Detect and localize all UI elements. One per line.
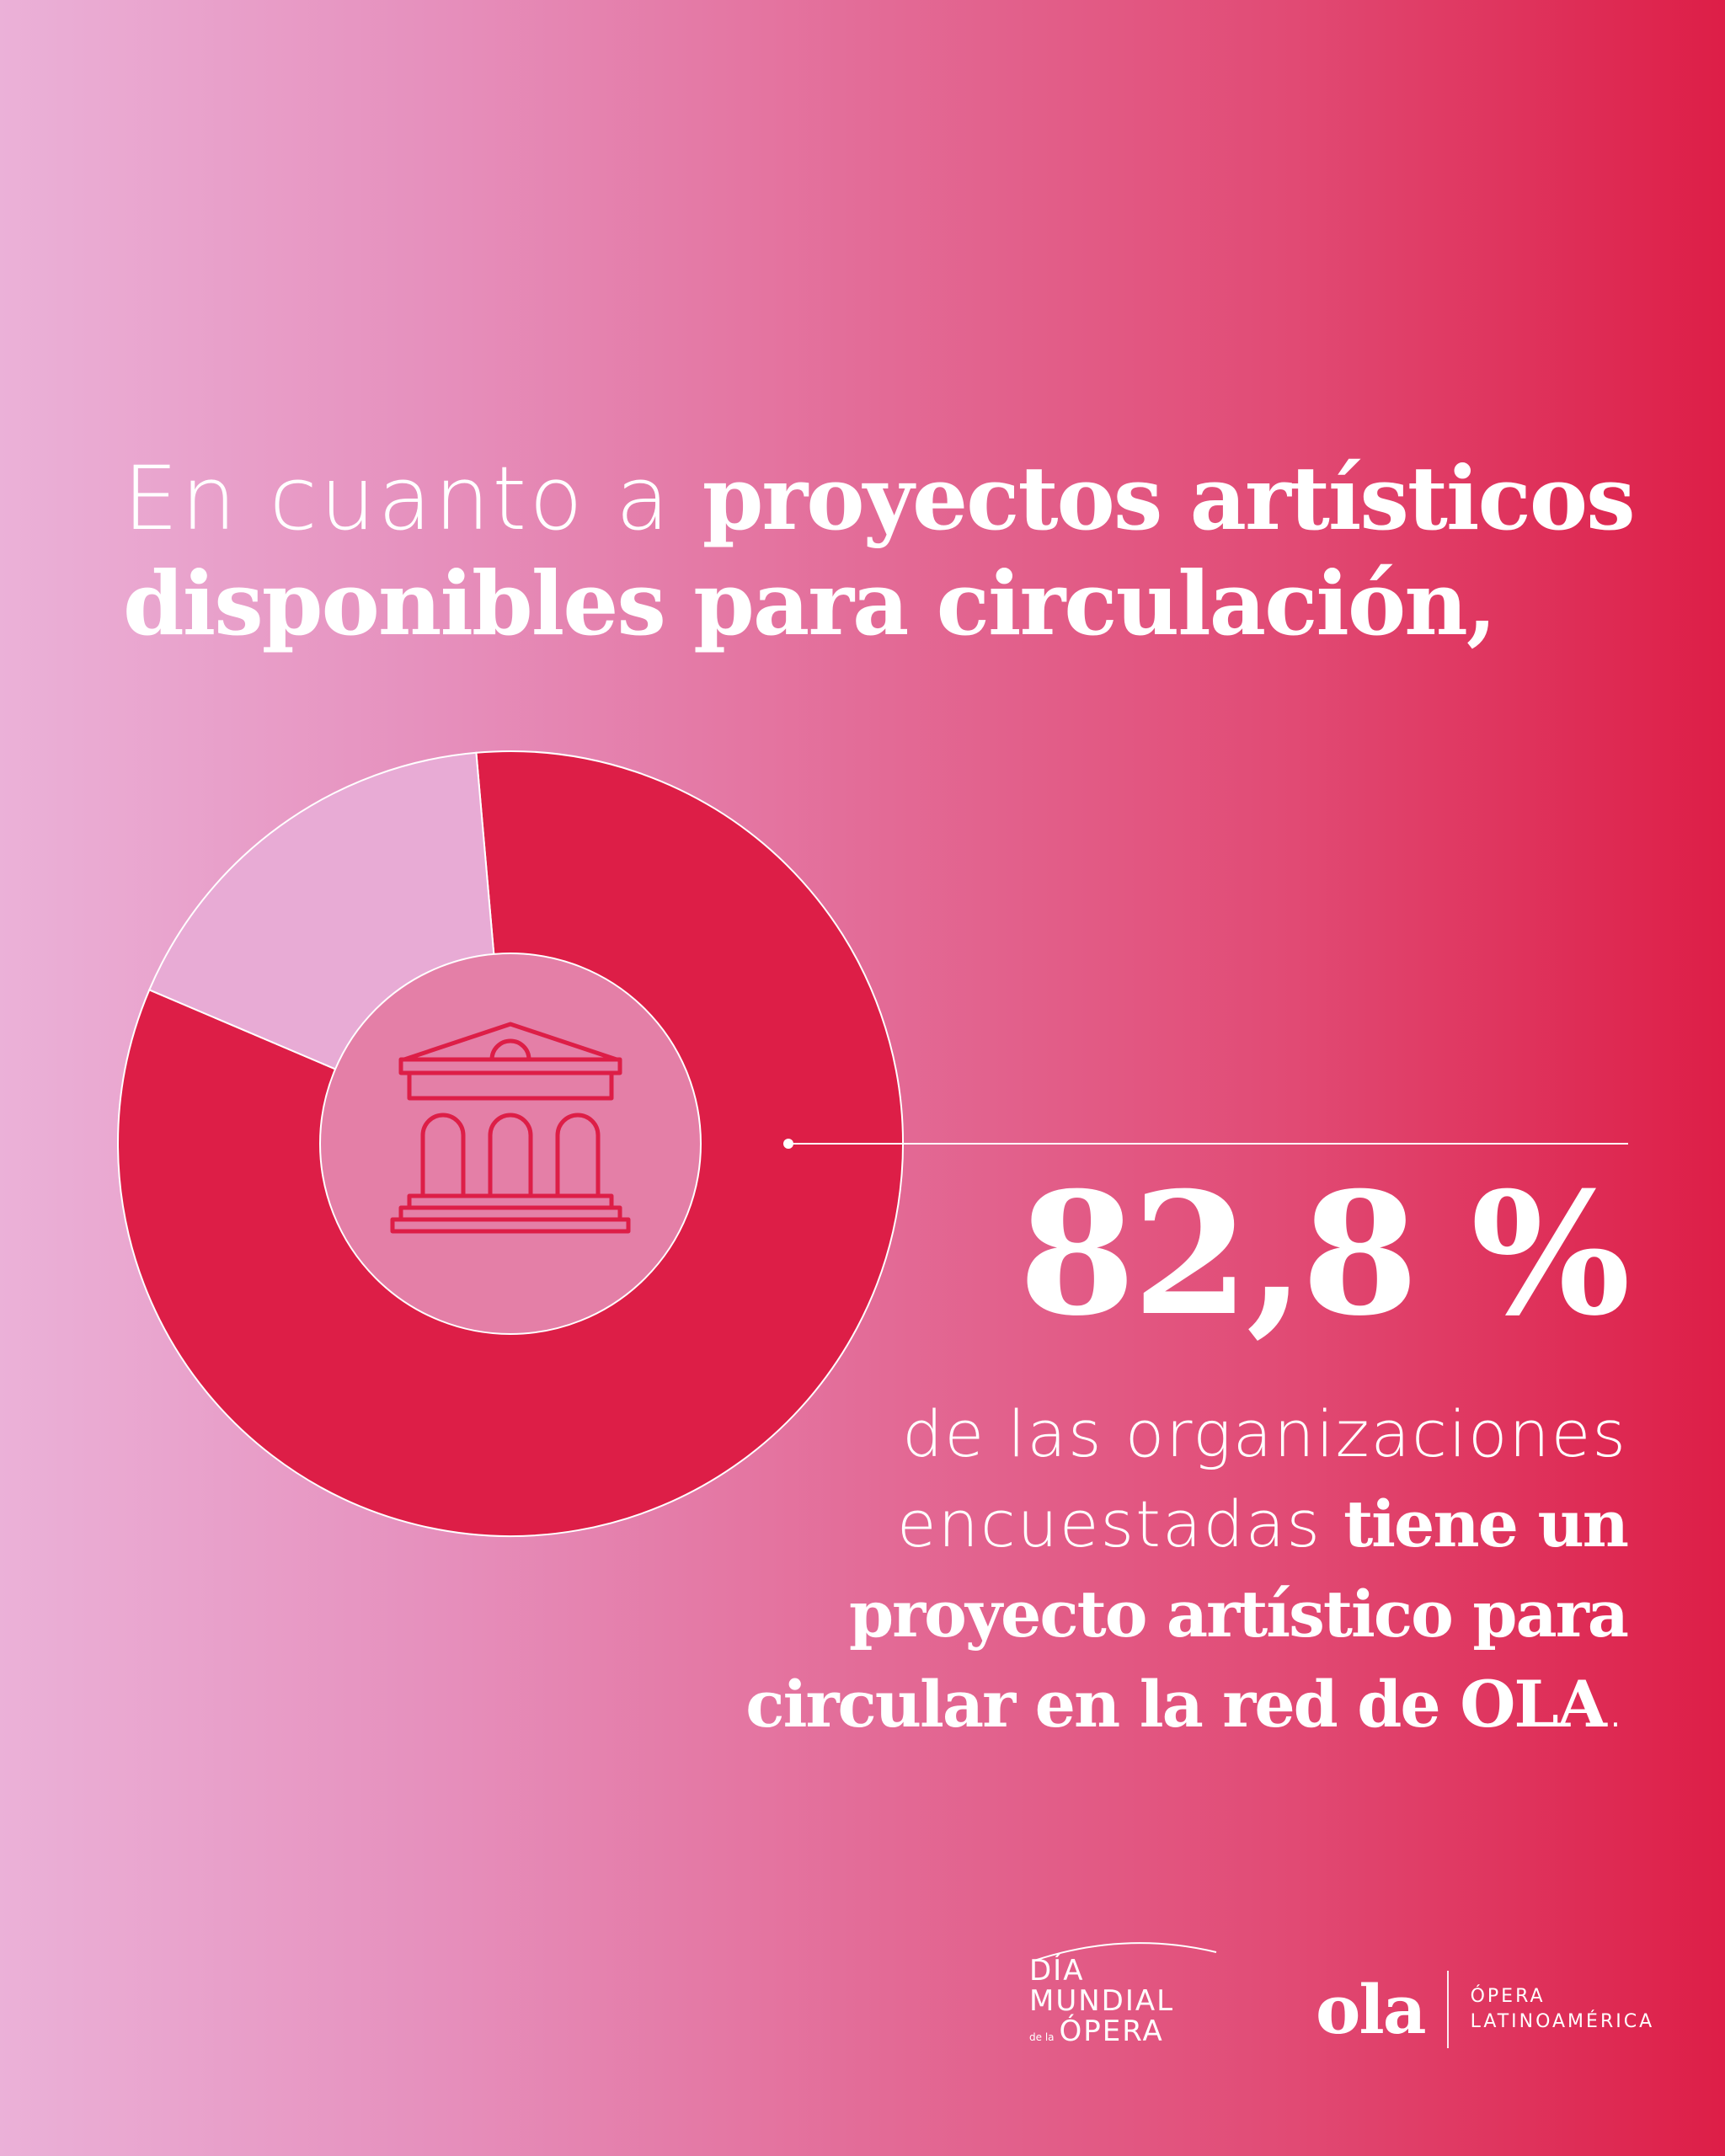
ola-divider [1446,1971,1449,2048]
ola-sub-2: LATINOAMÉRICA [1470,2011,1655,2032]
logo-arc [1033,1942,1217,1961]
dia-line-1: DÍA [1029,1954,1085,1988]
ola-wordmark: ola [1316,1970,1427,2049]
dia-opera: ÓPERA [1059,2015,1164,2048]
dia-mundial-opera-logo: DÍA MUNDIAL de la ÓPERA [1029,1942,1217,2052]
stat-value: 82,8 % [1018,1155,1631,1353]
donut-center [319,953,702,1335]
theater-building-icon [390,1022,631,1234]
stat-desc-end: . [1605,1667,1627,1742]
headline-emphasis: proyectos artísticos disponibles para ci… [123,446,1636,655]
headline: En cuanto a proyectos artísticos disponi… [123,446,1639,657]
dia-line-2: MUNDIAL [1029,1984,1175,2018]
callout-dot [783,1139,793,1149]
stat-description: de las organizaciones encuestadas tiene … [617,1390,1629,1750]
stat-desc-light: de las organizaciones encuestadas [896,1396,1627,1561]
dia-line-3: de la ÓPERA [1029,2016,1215,2052]
dia-dela: de la [1029,2031,1055,2043]
ola-subtitle: ÓPERA LATINOAMÉRICA [1471,1984,1655,2035]
ola-sub-1: ÓPERA [1470,1986,1546,2007]
stat-desc-bold: tiene un proyecto artístico para circula… [745,1486,1629,1742]
headline-intro: En cuanto a [123,447,702,550]
ola-logo: ola ÓPERA LATINOAMÉRICA [1316,1967,1654,2052]
